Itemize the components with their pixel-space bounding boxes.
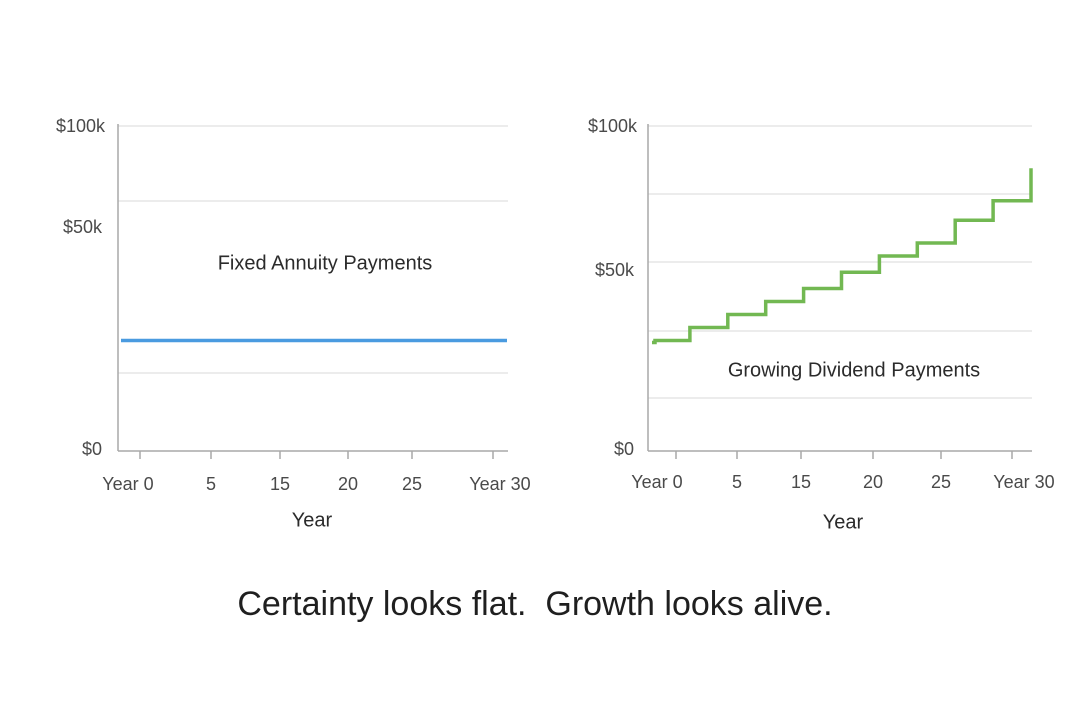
- y-tick-label: $50k: [595, 260, 635, 280]
- y-tick-label: $0: [82, 439, 102, 459]
- series-line: [652, 168, 1033, 345]
- y-tick-label: $100k: [56, 116, 106, 136]
- y-tick-label: $100k: [588, 116, 638, 136]
- x-tick-label: 25: [402, 474, 422, 494]
- x-tick-label: 5: [732, 472, 742, 492]
- x-tick-label: 15: [270, 474, 290, 494]
- x-tick-label: 5: [206, 474, 216, 494]
- x-tick-label: 20: [863, 472, 883, 492]
- x-tick-label: 25: [931, 472, 951, 492]
- x-tick-label: Year 0: [631, 472, 682, 492]
- y-tick-label: $0: [614, 439, 634, 459]
- x-tick-label: Year 30: [993, 472, 1054, 492]
- x-tick-label: 20: [338, 474, 358, 494]
- x-tick-label: Year 0: [102, 474, 153, 494]
- x-axis-title: Year: [823, 511, 864, 533]
- series-label: Fixed Annuity Payments: [218, 252, 433, 274]
- caption: Certainty looks flat. Growth looks alive…: [237, 585, 833, 623]
- x-axis-title: Year: [292, 509, 333, 531]
- series-label: Growing Dividend Payments: [728, 359, 980, 381]
- y-tick-label: $50k: [63, 217, 103, 237]
- chart-2: $100k $50k $0 Year 0 5 15 20 25 Year 30 Year Growi…: [588, 116, 1055, 534]
- x-tick-label: 15: [791, 472, 811, 492]
- x-tick-label: Year 30: [469, 474, 530, 494]
